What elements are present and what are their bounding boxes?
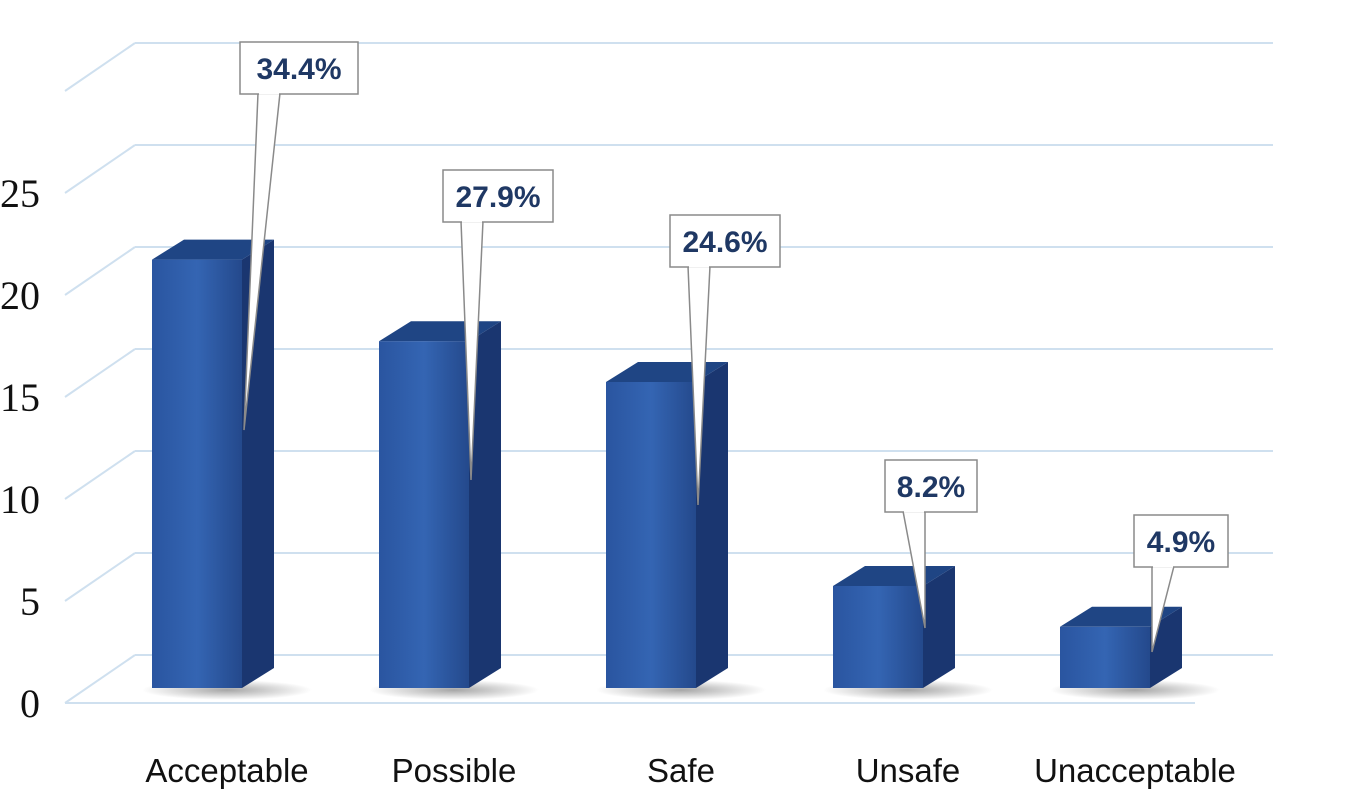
bar-front-face <box>606 382 696 688</box>
x-axis-ticks: Acceptable Possible Safe Unsafe Unacceptable <box>145 752 1236 789</box>
data-label-acceptable: 34.4% <box>239 41 359 431</box>
bar-side-face <box>923 566 955 688</box>
bar-top-face <box>152 239 274 260</box>
bar-safe <box>596 362 766 700</box>
bar-possible <box>369 321 539 700</box>
x-tick-label-unsafe: Unsafe <box>856 752 961 789</box>
y-tick-label: 15 <box>0 375 40 420</box>
x-tick-label-safe: Safe <box>647 752 715 789</box>
y-tick-label: 20 <box>0 273 40 318</box>
data-label-unacceptable: 4.9% <box>1133 514 1229 653</box>
gridline-side <box>64 42 136 92</box>
gridline-side <box>64 144 136 194</box>
bar-unsafe <box>823 566 993 700</box>
data-label-possible: 27.9% <box>442 169 554 481</box>
floor-side-line <box>64 654 136 704</box>
data-label-safe: 24.6% <box>669 214 781 506</box>
data-label-text: 4.9% <box>1147 526 1215 559</box>
bar-front-face <box>1060 626 1150 688</box>
bar-acceptable <box>142 239 312 700</box>
data-label-unsafe: 8.2% <box>884 459 978 629</box>
bar-unacceptable <box>1050 606 1220 700</box>
data-label-text: 8.2% <box>897 471 965 504</box>
bar-front-face <box>379 341 469 688</box>
x-tick-label-possible: Possible <box>392 752 517 789</box>
callout-box <box>669 214 781 268</box>
gridline-side <box>64 450 136 500</box>
bar-front-face <box>833 586 923 688</box>
bar-side-face <box>242 239 274 688</box>
callout-box <box>1133 514 1229 568</box>
y-tick-label: 25 <box>0 171 40 216</box>
bar-front-face <box>152 259 242 688</box>
bar-side-face <box>696 362 728 688</box>
data-label-text: 27.9% <box>455 181 540 214</box>
callout-box <box>884 459 978 513</box>
callout-box <box>239 41 359 95</box>
data-labels: 34.4% 27.9% 24.6% 8.2% 4.9% <box>239 41 1229 653</box>
callout-box <box>442 169 554 223</box>
bar-side-face <box>469 321 501 688</box>
data-label-text: 34.4% <box>256 53 341 86</box>
bars <box>142 239 1220 700</box>
gridline-side <box>64 348 136 398</box>
gridline-side <box>64 246 136 296</box>
data-label-text: 24.6% <box>682 226 767 259</box>
y-tick-label: 5 <box>20 579 40 624</box>
gridline-side <box>64 552 136 602</box>
y-axis-ticks: 0 5 10 15 20 25 <box>0 171 40 726</box>
y-tick-label: 0 <box>20 681 40 726</box>
y-tick-label: 10 <box>0 477 40 522</box>
x-tick-label-acceptable: Acceptable <box>145 752 308 789</box>
x-tick-label-unacceptable: Unacceptable <box>1034 752 1236 789</box>
